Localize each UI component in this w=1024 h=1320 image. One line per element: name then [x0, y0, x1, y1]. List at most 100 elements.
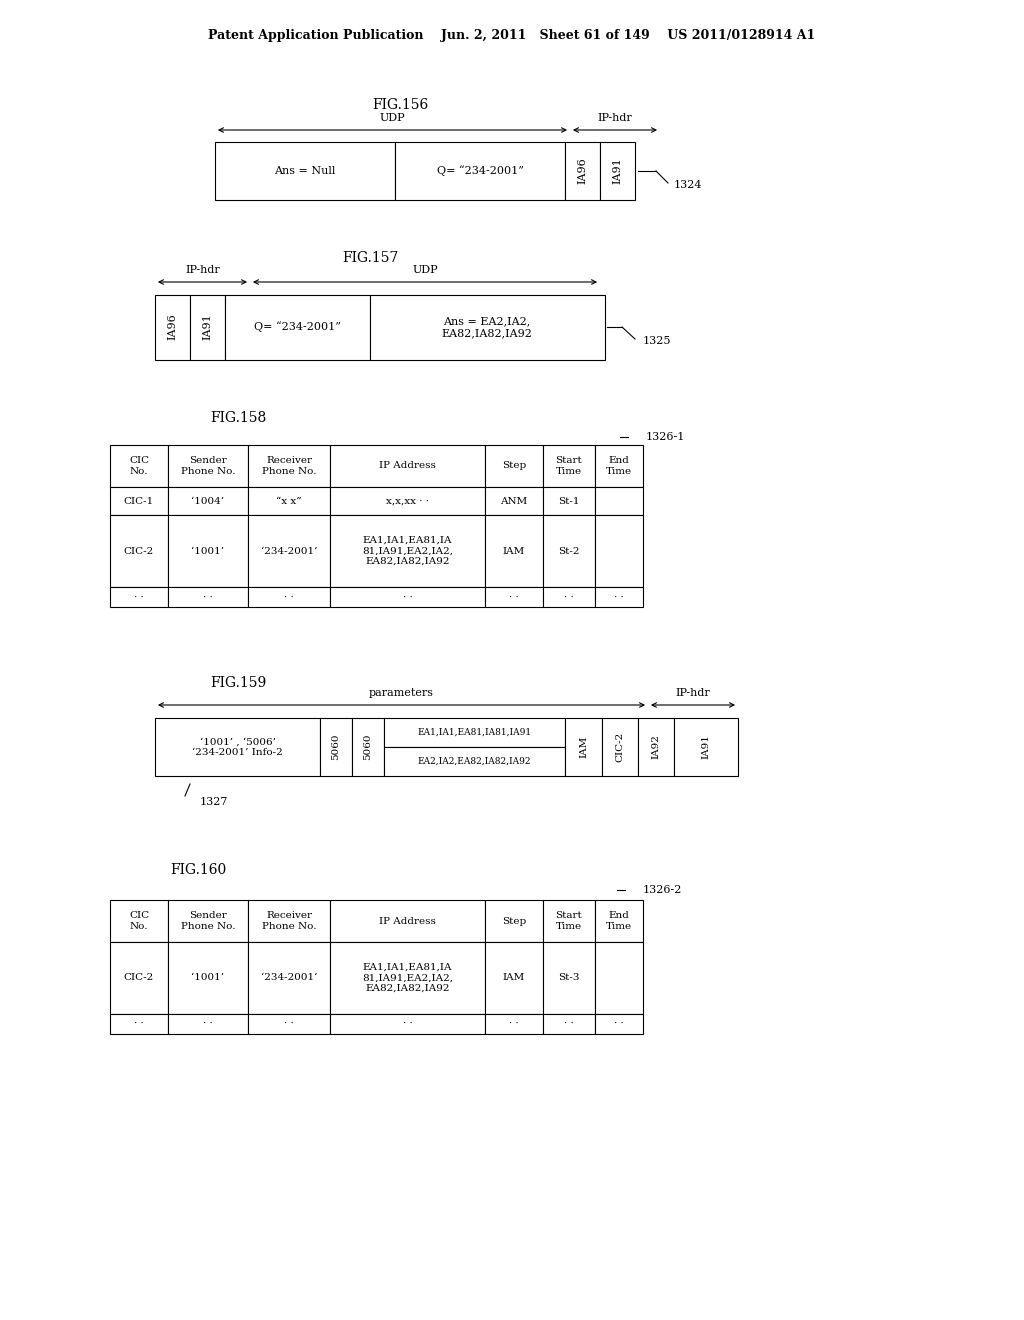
Text: FIG.157: FIG.157 — [342, 251, 398, 265]
Text: ‘1001’: ‘1001’ — [191, 974, 224, 982]
Text: IP Address: IP Address — [379, 916, 436, 925]
Bar — [319, 718, 352, 776]
Text: CIC-2: CIC-2 — [124, 974, 155, 982]
Text: IA96: IA96 — [577, 157, 587, 185]
Bar — [168, 587, 248, 607]
Text: IP-hdr: IP-hdr — [598, 114, 633, 123]
Bar — [248, 942, 330, 1014]
Bar — [190, 294, 225, 360]
Bar — [330, 515, 485, 587]
Text: · ·: · · — [564, 1019, 573, 1028]
Text: · ·: · · — [203, 1019, 213, 1028]
Bar — [352, 718, 384, 776]
Bar — [330, 587, 485, 607]
Bar — [168, 445, 248, 487]
Bar — [543, 900, 595, 942]
Text: Ans = EA2,IA2,
EA82,IA82,IA92: Ans = EA2,IA2, EA82,IA82,IA92 — [441, 317, 532, 338]
Text: IA91: IA91 — [612, 157, 622, 185]
Bar — [384, 747, 565, 776]
Text: 1325: 1325 — [643, 337, 672, 346]
Bar — [565, 718, 602, 776]
Text: · ·: · · — [402, 593, 413, 602]
Bar — [395, 143, 565, 201]
Text: 5060: 5060 — [364, 734, 373, 760]
Text: EA1,IA1,EA81,IA81,IA91: EA1,IA1,EA81,IA81,IA91 — [418, 729, 531, 737]
Text: FIG.160: FIG.160 — [170, 863, 226, 876]
Bar — [248, 445, 330, 487]
Text: IP Address: IP Address — [379, 462, 436, 470]
Text: Step: Step — [502, 462, 526, 470]
Bar — [485, 942, 543, 1014]
Bar — [485, 587, 543, 607]
Bar — [110, 587, 168, 607]
Bar — [248, 515, 330, 587]
Text: EA1,IA1,EA81,IA
81,IA91,EA2,IA2,
EA82,IA82,IA92: EA1,IA1,EA81,IA 81,IA91,EA2,IA2, EA82,IA… — [362, 536, 453, 566]
Text: parameters: parameters — [369, 688, 434, 698]
Bar — [595, 587, 643, 607]
Bar — [155, 294, 190, 360]
Bar — [600, 143, 635, 201]
Text: · ·: · · — [134, 1019, 144, 1028]
Text: CIC-2: CIC-2 — [615, 731, 625, 762]
Text: · ·: · · — [564, 593, 573, 602]
Text: IP-hdr: IP-hdr — [676, 688, 711, 698]
Bar — [168, 942, 248, 1014]
Text: 1324: 1324 — [674, 180, 702, 190]
Text: · ·: · · — [284, 593, 294, 602]
Text: FIG.159: FIG.159 — [210, 676, 266, 690]
Bar — [110, 942, 168, 1014]
Bar — [330, 487, 485, 515]
Bar — [595, 942, 643, 1014]
Text: · ·: · · — [203, 593, 213, 602]
Bar — [638, 718, 674, 776]
Text: FIG.156: FIG.156 — [372, 98, 428, 112]
Bar — [330, 900, 485, 942]
Text: EA2,IA2,EA82,IA82,IA92: EA2,IA2,EA82,IA82,IA92 — [418, 756, 531, 766]
Bar — [330, 1014, 485, 1034]
Text: IA92: IA92 — [651, 734, 660, 759]
Text: 5060: 5060 — [332, 734, 341, 760]
Text: End
Time: End Time — [606, 457, 632, 475]
Bar — [110, 515, 168, 587]
Text: · ·: · · — [284, 1019, 294, 1028]
Bar — [485, 515, 543, 587]
Text: IAM: IAM — [579, 735, 588, 758]
Text: FIG.158: FIG.158 — [210, 411, 266, 425]
Bar — [225, 294, 370, 360]
Bar — [330, 445, 485, 487]
Text: End
Time: End Time — [606, 911, 632, 931]
Bar — [110, 487, 168, 515]
Text: · ·: · · — [614, 593, 624, 602]
Bar — [543, 487, 595, 515]
Bar — [155, 718, 319, 776]
Text: ‘234-2001’: ‘234-2001’ — [261, 546, 317, 556]
Bar — [384, 718, 565, 747]
Bar — [595, 515, 643, 587]
Text: Step: Step — [502, 916, 526, 925]
Bar — [595, 445, 643, 487]
Text: ‘234-2001’: ‘234-2001’ — [261, 974, 317, 982]
Text: CIC-1: CIC-1 — [124, 496, 155, 506]
Text: x,x,xx · ·: x,x,xx · · — [386, 496, 429, 506]
Bar — [485, 900, 543, 942]
Text: Q= “234-2001”: Q= “234-2001” — [254, 322, 340, 333]
Text: 1326-1: 1326-1 — [645, 432, 685, 442]
Text: UDP: UDP — [413, 265, 438, 275]
Text: ANM: ANM — [501, 496, 527, 506]
Text: 1327: 1327 — [200, 797, 228, 807]
Bar — [543, 1014, 595, 1034]
Bar — [330, 942, 485, 1014]
Text: · ·: · · — [134, 593, 144, 602]
Bar — [543, 942, 595, 1014]
Bar — [215, 143, 395, 201]
Bar — [485, 445, 543, 487]
Text: · ·: · · — [614, 1019, 624, 1028]
Bar — [485, 1014, 543, 1034]
Text: CIC
No.: CIC No. — [129, 457, 150, 475]
Bar — [565, 143, 600, 201]
Bar — [110, 1014, 168, 1034]
Bar — [674, 718, 738, 776]
Text: IAM: IAM — [503, 974, 525, 982]
Text: IA91: IA91 — [701, 734, 711, 759]
Text: “x x”: “x x” — [276, 496, 302, 506]
